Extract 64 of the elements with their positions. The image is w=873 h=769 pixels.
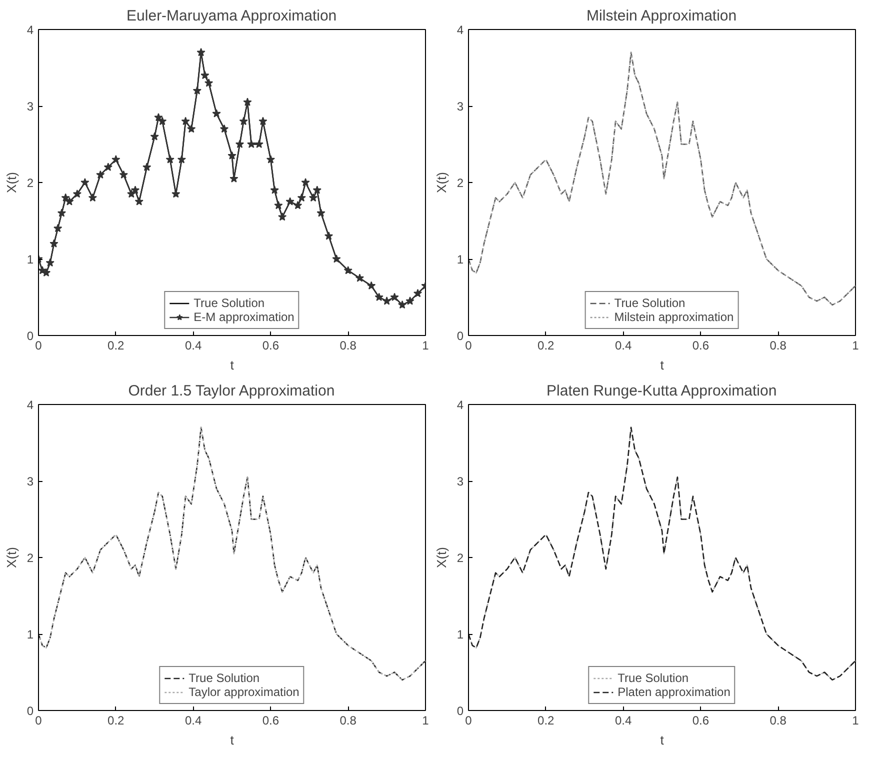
x-tick-label: 0.4 bbox=[184, 338, 202, 352]
y-tick-label: 4 bbox=[26, 23, 34, 37]
y-tick-label: 4 bbox=[26, 398, 34, 412]
chart-title: Platen Runge-Kutta Approximation bbox=[546, 382, 777, 400]
x-tick-label: 0.4 bbox=[184, 714, 202, 728]
y-tick-label: 1 bbox=[456, 252, 464, 266]
y-tick-label: 2 bbox=[26, 551, 34, 565]
legend-label: True Solution bbox=[194, 296, 265, 310]
y-tick-label: 3 bbox=[456, 474, 464, 488]
y-tick-label: 3 bbox=[26, 474, 34, 488]
x-tick-label: 0.8 bbox=[770, 338, 787, 352]
y-tick-label: 0 bbox=[26, 704, 34, 718]
chart-title: Milstein Approximation bbox=[586, 8, 737, 24]
y-tick-label: 3 bbox=[26, 100, 34, 114]
x-tick-label: 0.6 bbox=[262, 714, 280, 728]
y-tick-label: 2 bbox=[456, 551, 464, 565]
x-axis-title: t bbox=[660, 358, 664, 372]
x-axis-title: t bbox=[660, 732, 664, 748]
y-tick-label: 2 bbox=[26, 176, 34, 190]
chart-title: Euler-Maruyama Approximation bbox=[126, 8, 337, 24]
x-tick-label: 1 bbox=[852, 338, 860, 352]
x-tick-label: 0 bbox=[465, 338, 472, 352]
chart-title: Order 1.5 Taylor Approximation bbox=[128, 382, 335, 400]
y-axis-title: X(t) bbox=[434, 172, 449, 193]
x-tick-label: 0 bbox=[465, 714, 472, 728]
x-tick-label: 0 bbox=[35, 338, 42, 352]
x-tick-label: 0.2 bbox=[108, 714, 125, 728]
y-tick-label: 1 bbox=[26, 252, 34, 266]
legend-label: Platen approximation bbox=[618, 685, 730, 699]
y-tick-label: 0 bbox=[456, 329, 464, 343]
x-tick-label: 0.8 bbox=[340, 714, 357, 728]
legend-label: Taylor approximation bbox=[188, 685, 300, 699]
legend-label: Milstein approximation bbox=[614, 310, 734, 324]
legend-label: True Solution bbox=[188, 671, 260, 685]
x-tick-label: 0 bbox=[35, 714, 42, 728]
x-tick-label: 0.6 bbox=[692, 714, 710, 728]
legend-label: True Solution bbox=[618, 671, 689, 685]
x-tick-label: 1 bbox=[852, 714, 860, 728]
x-tick-label: 0.2 bbox=[538, 338, 555, 352]
x-tick-label: 0.4 bbox=[614, 714, 632, 728]
y-tick-label: 1 bbox=[456, 628, 464, 642]
y-tick-label: 4 bbox=[456, 398, 464, 412]
y-axis-title: X(t) bbox=[4, 172, 19, 193]
x-tick-label: 0.6 bbox=[262, 338, 280, 352]
y-tick-label: 4 bbox=[456, 23, 464, 37]
y-axis-title: X(t) bbox=[4, 547, 19, 568]
x-tick-label: 0.2 bbox=[538, 714, 555, 728]
x-tick-label: 0.4 bbox=[614, 338, 632, 352]
y-tick-label: 0 bbox=[26, 329, 34, 343]
legend-label: E-M approximation bbox=[194, 310, 294, 324]
y-tick-label: 1 bbox=[26, 628, 34, 642]
x-tick-label: 0.8 bbox=[770, 714, 787, 728]
y-tick-label: 2 bbox=[456, 176, 464, 190]
x-tick-label: 1 bbox=[422, 338, 430, 352]
x-tick-label: 1 bbox=[422, 714, 430, 728]
y-tick-label: 3 bbox=[456, 100, 464, 114]
x-axis-title: t bbox=[230, 732, 234, 748]
legend-label: True Solution bbox=[614, 296, 686, 310]
x-tick-label: 0.2 bbox=[108, 338, 125, 352]
x-axis-title: t bbox=[230, 358, 234, 372]
x-tick-label: 0.8 bbox=[340, 338, 357, 352]
x-tick-label: 0.6 bbox=[692, 338, 710, 352]
y-tick-label: 0 bbox=[456, 704, 464, 718]
y-axis-title: X(t) bbox=[434, 547, 449, 568]
